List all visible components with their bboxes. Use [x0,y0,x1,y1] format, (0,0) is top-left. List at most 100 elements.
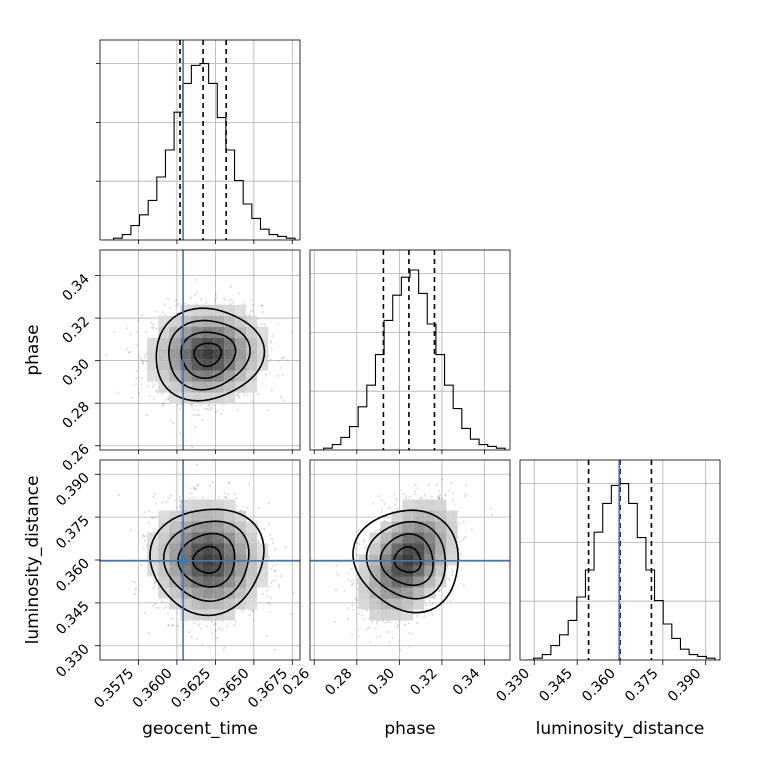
histogram-panel-phase [310,250,510,450]
sample-point [351,633,354,636]
sample-point [143,611,146,614]
density-cell [147,337,159,349]
sample-point [142,362,145,365]
sample-point [438,589,441,592]
sample-point [155,528,158,531]
sample-point [139,383,142,386]
sample-point [265,634,269,638]
sample-point [192,408,195,411]
sample-point [153,492,157,496]
density-cell [202,532,214,544]
sample-point [206,407,209,411]
sample-point [210,407,213,410]
sample-point [394,503,397,506]
sample-point [449,600,452,603]
density-cell [235,348,247,360]
sample-point [193,487,196,490]
sample-point [145,414,148,417]
sample-point [129,333,133,336]
sample-point [170,617,174,620]
density-cell [158,348,170,360]
density-cell [213,370,225,382]
density-cell [147,359,159,371]
density-cell [257,576,269,588]
sample-point [235,393,238,396]
sample-point [161,402,164,405]
contour-level [149,508,265,617]
sample-point [389,621,392,624]
density-cell [224,565,236,577]
sample-point [193,487,196,490]
density-cell [246,598,258,610]
density-cell [147,348,159,360]
sample-point [142,535,145,538]
sample-point [462,520,465,523]
sample-point [243,394,246,397]
density-cell [169,587,181,599]
sample-point [190,404,193,407]
sample-point [368,641,372,644]
sample-point [264,372,267,375]
density-cell [213,609,225,621]
sample-point [201,496,204,499]
sample-point [192,496,195,499]
density-cell [235,554,247,566]
sample-point [220,412,223,415]
density-cell [202,576,214,588]
density-cell [235,543,247,555]
sample-point [238,395,241,399]
sample-point [252,619,255,622]
sample-point [284,545,287,549]
sample-point [195,303,198,306]
density-cell [224,348,236,360]
sample-point [372,502,375,505]
density-cell [224,304,236,316]
sample-point [428,599,431,602]
sample-point [136,331,139,334]
sample-point [194,425,197,428]
sample-point [366,609,369,612]
histogram-panel-geocent_time [100,40,300,240]
sample-point [355,554,358,557]
density-cell [158,587,170,599]
density-cell [202,392,214,404]
sample-point [146,385,149,388]
sample-point [279,366,282,369]
density-cell [158,510,170,522]
density-cell [235,510,247,522]
sample-point [147,521,150,524]
sample-point [222,297,225,300]
sample-point [117,391,120,394]
sample-point [142,361,145,364]
sample-point [358,612,361,616]
sample-point [197,408,200,411]
density-cell [224,315,236,327]
density-cell [191,510,203,522]
sample-point [167,624,170,628]
sample-point [225,496,228,499]
sample-point [169,494,172,497]
sample-point [444,493,448,496]
density-cell [191,587,203,599]
density-cell [213,554,225,566]
sample-point [437,490,440,493]
density-cell [257,565,269,577]
sample-point [178,496,181,499]
sample-point [152,385,155,388]
sample-point [135,370,138,373]
sample-point [148,632,151,635]
density-cell [202,565,214,577]
sample-point [151,587,155,590]
density-cell [180,532,192,544]
sample-point [464,493,467,496]
density-cell [235,315,247,327]
sample-point [357,528,360,531]
density-cell [180,348,192,360]
sample-point [229,303,232,306]
sample-point [431,613,434,616]
sample-point [261,592,264,595]
sample-point [421,609,424,612]
sample-point [392,636,395,640]
sample-point [356,606,359,609]
